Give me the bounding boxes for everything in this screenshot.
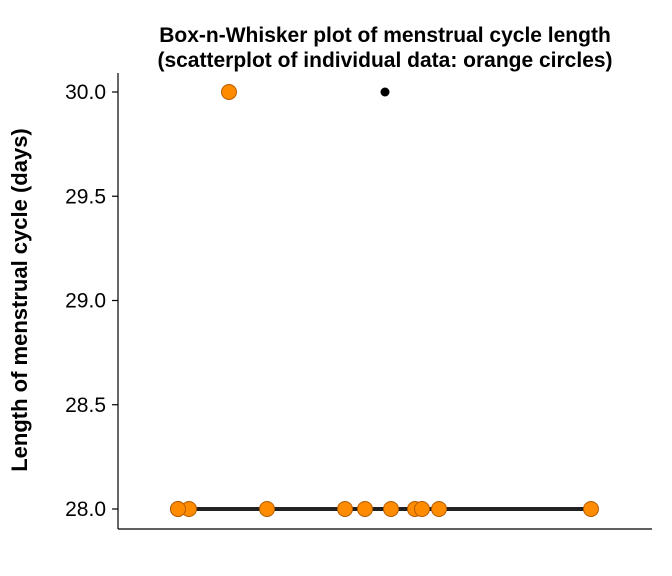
y-tick-label: 29.5 xyxy=(65,185,106,208)
data-point xyxy=(170,501,186,517)
chart-subtitle: (scatterplot of individual data: orange … xyxy=(157,49,612,72)
y-tick-label: 28.0 xyxy=(65,498,106,521)
data-point xyxy=(414,501,430,517)
box-plot xyxy=(178,87,591,511)
data-point xyxy=(583,501,599,517)
data-point xyxy=(431,501,447,517)
data-point xyxy=(221,84,237,100)
y-tick-label: 30.0 xyxy=(65,81,106,104)
y-tick-label: 28.5 xyxy=(65,394,106,417)
box-outlier-point xyxy=(380,87,390,97)
y-axis-label: Length of menstrual cycle (days) xyxy=(7,128,32,472)
data-point xyxy=(259,501,275,517)
y-axis-ticks: 28.0 28.5 29.0 29.5 30.0 xyxy=(65,81,118,521)
data-point xyxy=(357,501,373,517)
chart-title: Box-n-Whisker plot of menstrual cycle le… xyxy=(159,24,611,47)
data-point xyxy=(337,501,353,517)
y-tick-label: 29.0 xyxy=(65,290,106,313)
data-point xyxy=(383,501,399,517)
data-points xyxy=(170,84,599,517)
